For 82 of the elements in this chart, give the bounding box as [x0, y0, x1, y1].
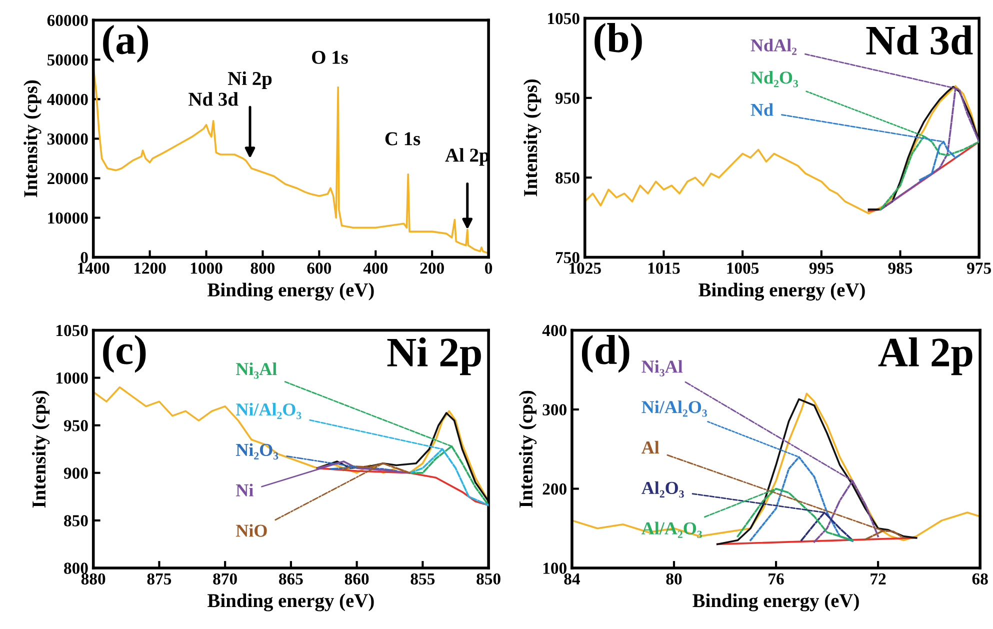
text: Nd [750, 103, 774, 116]
x-tick-label: 985 [888, 262, 912, 274]
y-tick-label: 200 [542, 483, 566, 495]
x-tick-label: 1015 [648, 262, 680, 274]
x-axis-title: Binding energy (eV) [692, 594, 859, 612]
text: NdAl₂ [750, 38, 797, 55]
y-tick-label: 20000 [48, 172, 88, 184]
y-axis-title: Intensity (cps) [24, 80, 42, 198]
x-tick-label: 80 [666, 573, 682, 585]
y-tick-label: 300 [542, 404, 566, 416]
chart-title: Al 2p [878, 337, 972, 376]
annotation: (c) [103, 334, 146, 373]
x-tick-label: 975 [967, 262, 991, 274]
text: Al [642, 440, 660, 454]
x-tick-label: 995 [809, 262, 834, 274]
x-tick-label: 72 [870, 573, 886, 584]
y-tick-label: 400 [542, 324, 566, 336]
line-series [716, 398, 918, 546]
text: Ni/Al₂O₃ [642, 400, 707, 417]
y-tick-label: 1050 [56, 324, 88, 336]
x-tick-label: 875 [147, 573, 172, 585]
x-tick-label: 200 [420, 262, 444, 274]
x-tick-label: 865 [279, 573, 303, 585]
y-tick-label: 950 [64, 420, 88, 432]
line-series [572, 392, 980, 542]
text: Nd₂O₃ [750, 71, 798, 88]
x-tick-label: 1400 [78, 262, 110, 274]
y-tick-label: 100 [543, 562, 566, 574]
x-axis-title: Binding energy (eV) [698, 282, 865, 301]
x-tick-label: 76 [768, 573, 784, 585]
x-tick-label: 880 [81, 573, 106, 585]
x-tick-label: 400 [363, 262, 388, 274]
y-tick-label: 30000 [47, 133, 88, 145]
annotation: O 1s [312, 50, 348, 64]
text: Al₂O₃ [642, 481, 684, 498]
x-tick-label: 600 [307, 262, 332, 274]
x-tick-label: 855 [410, 573, 435, 585]
x-tick-label: 1005 [727, 262, 759, 274]
text: Ni₃Al [642, 360, 683, 376]
y-tick-label: 850 [556, 172, 580, 184]
y-tick-label: 60000 [47, 14, 88, 26]
annotation: Nd 3d [188, 92, 238, 106]
y-tick-label: 850 [64, 515, 88, 526]
y-tick-label: 1000 [56, 372, 88, 384]
y-tick-label: 0 [80, 252, 88, 264]
annotation: C 1s [385, 132, 420, 146]
annotation: (b) [594, 23, 642, 61]
x-axis-title: Binding energy (eV) [208, 594, 374, 612]
annotation: (a) [103, 24, 148, 63]
x-tick-label: 84 [564, 573, 580, 585]
x-tick-label: 1000 [190, 262, 222, 274]
x-tick-label: 0 [485, 262, 492, 274]
text: Ni₃Al [236, 362, 277, 379]
y-tick-label: 40000 [47, 94, 88, 106]
y-tick-label: 50000 [47, 54, 88, 66]
y-tick-label: 900 [64, 468, 88, 479]
x-tick-label: 1025 [570, 262, 601, 274]
text: Ni/Al₂O₃ [236, 402, 302, 420]
x-tick-label: 870 [213, 573, 237, 585]
legend-label: Ni₂O₃ [236, 443, 278, 460]
annotation: (d) [582, 334, 630, 373]
y-tick-label: 10000 [48, 212, 88, 224]
x-tick-label: 800 [250, 262, 275, 274]
x-tick-label: 1200 [134, 262, 166, 274]
chart-title: Nd 3d [866, 25, 973, 55]
y-axis-title: Intensity (cps) [518, 390, 537, 508]
text: NiO [236, 524, 267, 537]
x-tick-label: 68 [972, 573, 988, 585]
chart-title: Ni 2p [387, 337, 481, 376]
line-series [316, 412, 489, 502]
y-axis-title: Intensity (cps) [32, 390, 50, 508]
x-axis-title: Binding energy (eV) [208, 282, 374, 301]
text: Ni [236, 484, 254, 496]
y-tick-label: 750 [556, 252, 580, 264]
x-tick-label: 860 [344, 573, 369, 585]
y-tick-label: 950 [555, 92, 580, 104]
y-tick-label: 1050 [548, 12, 580, 24]
annotation: Ni 2p [228, 71, 272, 90]
y-tick-label: 800 [64, 562, 88, 574]
y-axis-title: Intensity (cps) [523, 79, 542, 196]
x-tick-label: 850 [476, 573, 500, 585]
line-series [316, 467, 489, 506]
